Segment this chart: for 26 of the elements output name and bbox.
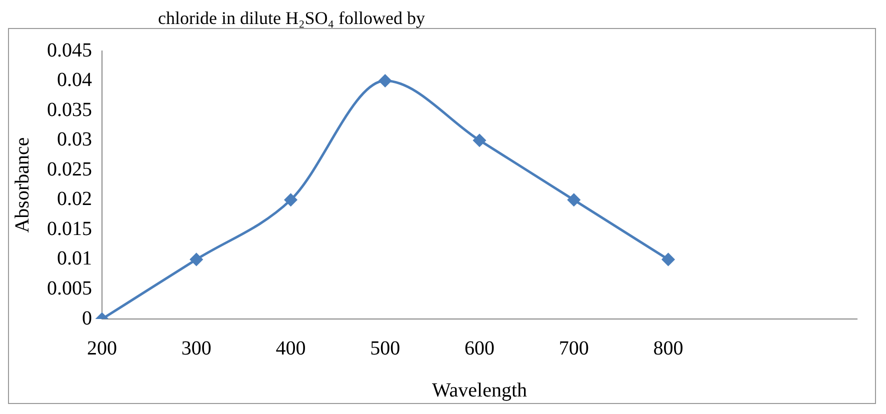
point <box>662 253 674 266</box>
y-tick-label: 0.045 <box>47 39 92 62</box>
x-tick-label: 600 <box>464 337 494 360</box>
y-tick-label: 0.03 <box>57 128 92 151</box>
y-tick-label: 0.01 <box>57 248 92 270</box>
x-tick-label: 800 <box>653 337 684 360</box>
y-tick-label: 0.005 <box>47 277 92 300</box>
y-tick-label: 0.015 <box>47 218 92 240</box>
y-tick-label: 0.02 <box>57 188 92 210</box>
point <box>473 134 486 147</box>
x-axis-title: Wavelength <box>432 379 528 402</box>
y-tick-label: 0 <box>82 307 92 330</box>
y-tick-label: 0.04 <box>57 69 92 92</box>
y-tick-label: 0.025 <box>47 158 92 180</box>
y-tick-label: 0.035 <box>47 98 92 121</box>
x-tick-label: 500 <box>370 337 400 360</box>
text: chloride in dilute H₂SO₄ followed by <box>157 8 426 28</box>
y-axis-title: Absorbance <box>11 137 34 233</box>
point <box>378 74 392 88</box>
x-tick-label: 300 <box>181 337 212 360</box>
point <box>190 253 203 266</box>
x-tick-label: 400 <box>276 337 306 360</box>
point <box>568 194 580 206</box>
x-tick-label: 700 <box>558 337 589 360</box>
point <box>284 194 297 206</box>
x-tick-label: 200 <box>87 337 117 360</box>
